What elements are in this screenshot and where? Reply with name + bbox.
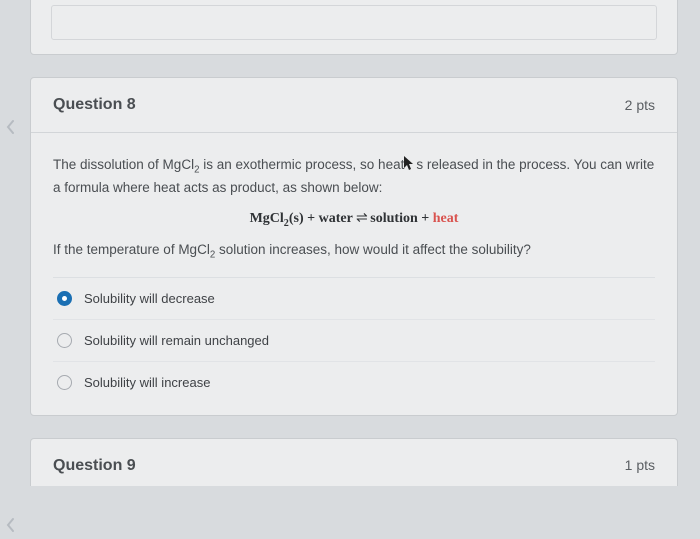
previous-question-card	[30, 0, 678, 55]
answer-options: Solubility will decrease Solubility will…	[53, 277, 655, 403]
previous-answer-area	[51, 5, 657, 40]
option-label: Solubility will remain unchanged	[84, 333, 269, 348]
question-title: Question 8	[53, 96, 136, 114]
radio-icon	[57, 375, 72, 390]
text-fragment: solution increases, how would it affect …	[215, 242, 531, 257]
text-fragment: s released in the process. You	[416, 157, 596, 172]
next-question-chevron[interactable]	[4, 516, 18, 539]
question-points: 1 pts	[625, 457, 655, 473]
equilibrium-symbol: ⇌	[356, 209, 367, 225]
formula-fragment: MgCl	[250, 211, 284, 226]
radio-icon	[57, 333, 72, 348]
cursor-icon	[404, 157, 416, 171]
option-unchanged[interactable]: Solubility will remain unchanged	[53, 320, 655, 362]
prev-question-chevron[interactable]	[4, 118, 18, 141]
question-9-card: Question 9 1 pts	[30, 438, 678, 486]
option-label: Solubility will increase	[84, 375, 210, 390]
question-header: Question 8 2 pts	[31, 78, 677, 133]
text-fragment: is an exothermic process, so heat	[199, 157, 404, 172]
question-8-card: Question 8 2 pts The dissolution of MgCl…	[30, 77, 678, 416]
text-fragment: If the temperature of MgCl	[53, 242, 210, 257]
option-decrease[interactable]: Solubility will decrease	[53, 278, 655, 320]
formula-fragment: (s) + water	[289, 211, 356, 226]
question-text: If the temperature of MgCl2 solution inc…	[53, 240, 655, 263]
text-fragment: The dissolution of MgCl	[53, 157, 194, 172]
option-label: Solubility will decrease	[84, 291, 215, 306]
heat-term: heat	[433, 211, 459, 226]
chemical-formula: MgCl2(s) + water ⇌ solution + heat	[53, 209, 655, 229]
question-body: The dissolution of MgCl2 is an exothermi…	[31, 133, 677, 415]
option-increase[interactable]: Solubility will increase	[53, 362, 655, 403]
formula-fragment: solution +	[367, 211, 433, 226]
question-title: Question 9	[53, 457, 136, 475]
question-points: 2 pts	[625, 97, 655, 113]
radio-icon	[57, 291, 72, 306]
question-text: The dissolution of MgCl2 is an exothermi…	[53, 155, 655, 199]
